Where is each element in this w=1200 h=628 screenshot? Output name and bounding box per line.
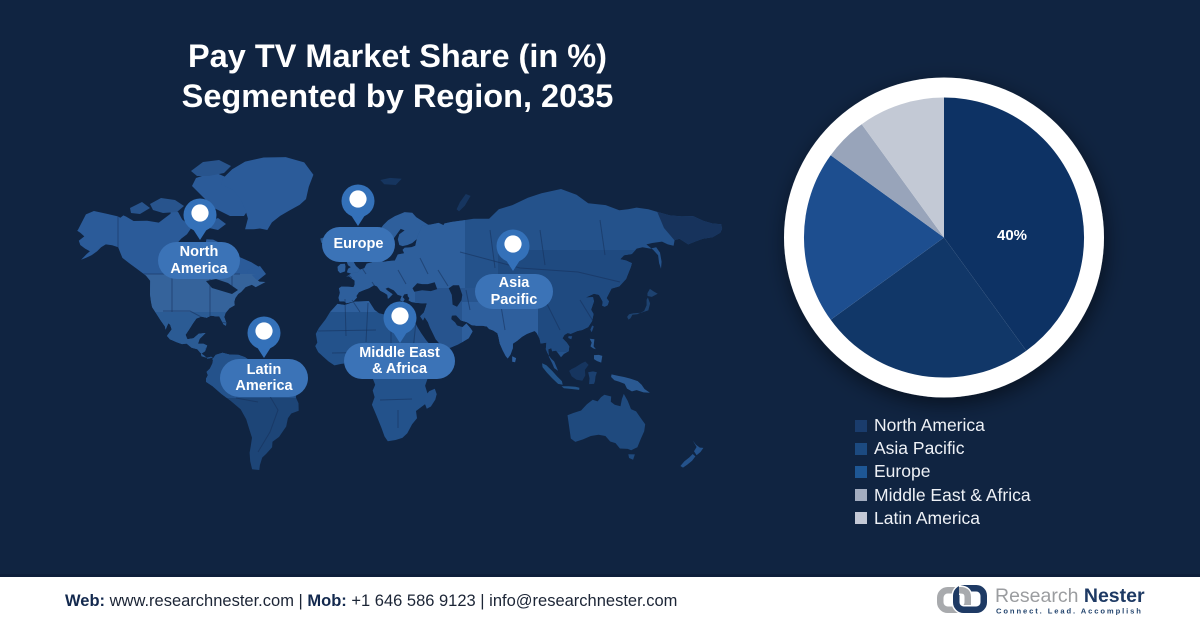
svg-text:Connect. Lead. Accomplish: Connect. Lead. Accomplish [996,607,1143,616]
svg-text:Research Nester: Research Nester [995,585,1145,607]
